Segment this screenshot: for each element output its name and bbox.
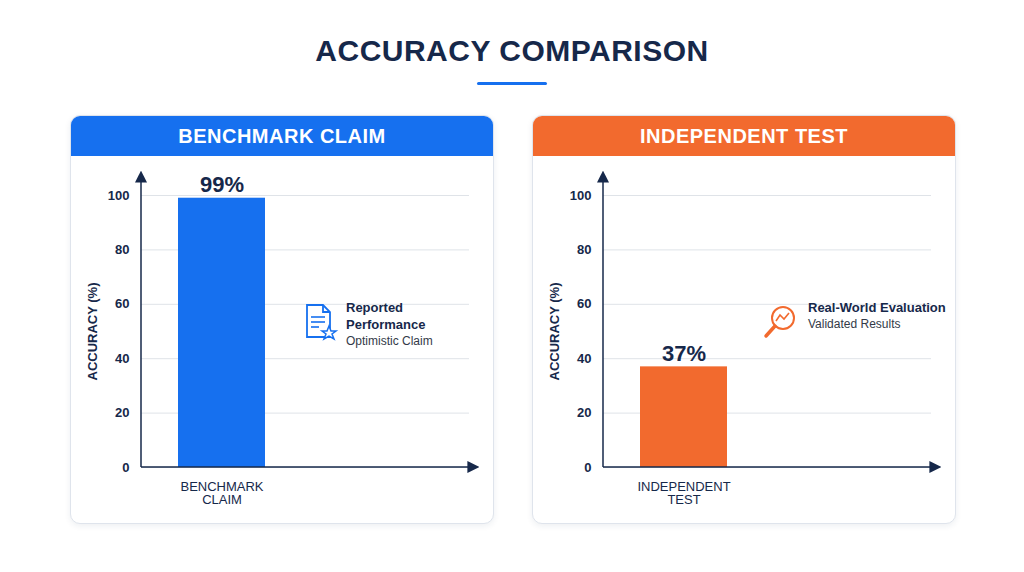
html-text:INDEPENDENT TEST: INDEPENDENT TEST xyxy=(640,125,848,147)
html-text:Real-World Evaluation: Real-World Evaluation xyxy=(808,300,946,315)
html-text:Reported Performance: Reported Performance xyxy=(346,300,426,332)
svg-text:40: 40 xyxy=(577,351,591,366)
svg-text:0: 0 xyxy=(584,460,591,475)
svg-text:ACCURACY (%): ACCURACY (%) xyxy=(85,283,100,381)
svg-text:20: 20 xyxy=(577,405,591,420)
html-text:Validated Results: Validated Results xyxy=(808,317,901,331)
svg-text:37%: 37% xyxy=(662,341,706,366)
svg-text:80: 80 xyxy=(577,242,591,257)
svg-text:INDEPENDENTTEST: INDEPENDENTTEST xyxy=(637,479,730,507)
html-text:BENCHMARK CLAIM: BENCHMARK CLAIM xyxy=(178,125,386,147)
svg-text:100: 100 xyxy=(570,188,592,203)
svg-text:ACCURACY (%): ACCURACY (%) xyxy=(547,283,562,381)
svg-text:40: 40 xyxy=(115,351,129,366)
svg-text:99%: 99% xyxy=(200,172,244,197)
svg-text:100: 100 xyxy=(108,188,130,203)
svg-text:0: 0 xyxy=(122,460,129,475)
svg-text:BENCHMARKCLAIM: BENCHMARKCLAIM xyxy=(180,479,263,507)
svg-text:20: 20 xyxy=(115,405,129,420)
svg-text:60: 60 xyxy=(115,296,129,311)
svg-text:80: 80 xyxy=(115,242,129,257)
svg-text:60: 60 xyxy=(577,296,591,311)
html-text:ACCURACY COMPARISON: ACCURACY COMPARISON xyxy=(315,34,709,67)
html-text:Optimistic Claim: Optimistic Claim xyxy=(346,334,433,348)
